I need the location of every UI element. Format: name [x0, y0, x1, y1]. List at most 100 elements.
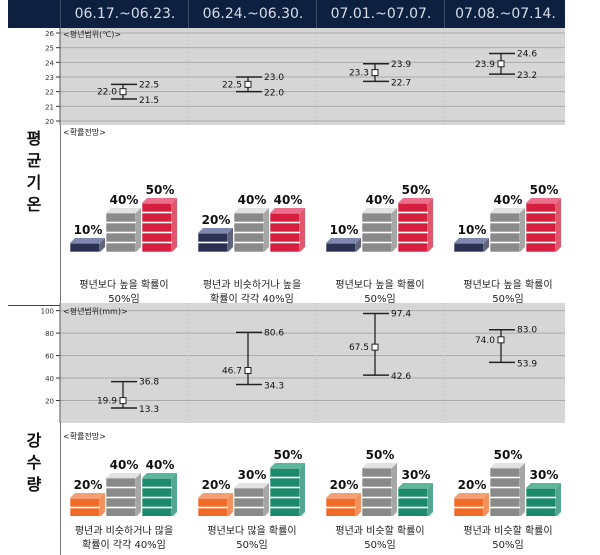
mean-marker: [244, 80, 252, 88]
percent-label: 40%: [274, 193, 303, 207]
percent-label: 30%: [238, 468, 267, 482]
mean-marker: [371, 343, 379, 351]
normal-block: [233, 222, 265, 233]
normal-block: [361, 212, 393, 223]
percent-label: 30%: [402, 468, 431, 482]
upper-label: 23.9: [391, 60, 411, 70]
lower-label: 22.7: [391, 78, 411, 88]
above-top: [142, 198, 177, 203]
normal-top: [490, 463, 525, 468]
temperature-desc-2: 평년과 비슷하거나 높을 확률이 각각 40%임: [202, 280, 302, 305]
above-top: [398, 483, 433, 488]
percent-label: 40%: [238, 193, 267, 207]
normal-block: [233, 212, 265, 223]
y-tick-label: 80: [45, 330, 54, 338]
below-side: [356, 493, 361, 516]
percent-label: 50%: [146, 183, 175, 197]
above-block: [397, 507, 429, 516]
upper-label: 22.5: [139, 80, 159, 90]
normal-block: [489, 487, 521, 498]
mean-label: 22.0: [97, 88, 117, 98]
above-block: [141, 222, 173, 233]
below-top: [326, 238, 361, 243]
above-block: [397, 212, 429, 223]
normal-block: [361, 467, 393, 478]
below-block: [197, 232, 229, 243]
mean-marker: [244, 367, 252, 375]
period-1: 06.17.~06.23.: [60, 0, 189, 28]
below-side: [484, 493, 489, 516]
normal-top: [234, 483, 269, 488]
above-block: [269, 507, 301, 516]
precipitation-range-chart: 20 40 60 80 100 19.9 36.8 13.3 46.7 80.6 34.3 67.5 9…: [41, 303, 565, 423]
above-block: [525, 202, 557, 213]
above-block: [525, 497, 557, 508]
precipitation-prob-chart: 20% 40% 40% 20% 30% 50% 20% 50% 30% 20% 50% 30%: [69, 448, 561, 516]
y-tick-label: 25: [45, 45, 54, 53]
below-block: [197, 497, 229, 508]
below-block: [453, 507, 485, 516]
normal-block: [361, 222, 393, 233]
percent-label: 40%: [110, 458, 139, 472]
normal-block: [489, 242, 521, 253]
above-block: [269, 477, 301, 488]
above-top: [270, 208, 305, 213]
precipitation-desc-3: 평년과 비슷할 확률이 50%임: [335, 526, 425, 551]
above-block: [525, 222, 557, 233]
y-tick-label: 24: [45, 59, 54, 67]
above-block: [269, 242, 301, 253]
upper-label: 97.4: [391, 310, 411, 320]
above-block: [141, 212, 173, 223]
y-tick-label: 60: [45, 353, 54, 361]
below-side: [228, 228, 233, 252]
below-block: [453, 497, 485, 508]
normal-side: [136, 208, 141, 252]
normal-top: [362, 463, 397, 468]
normal-block: [361, 477, 393, 488]
below-top: [454, 493, 489, 498]
lower-label: 22.0: [264, 89, 284, 99]
percent-label: 20%: [458, 478, 487, 492]
below-top: [454, 238, 489, 243]
mean-label: 23.3: [349, 69, 369, 79]
normal-block: [105, 212, 137, 223]
below-top: [198, 493, 233, 498]
precipitation-range-label: <평년범위(mm)>: [63, 307, 128, 316]
above-top: [526, 483, 561, 488]
y-tick-label: 23: [45, 74, 54, 82]
above-block: [141, 487, 173, 498]
above-side: [300, 463, 305, 516]
y-tick-label: 20: [45, 118, 54, 125]
period-2: 06.24.~06.30.: [188, 0, 317, 28]
below-block: [325, 507, 357, 516]
temperature-prob-chart: 10% 40% 50% 20% 40% 40% 10% 40% 50% 10% 40% 50%: [69, 183, 561, 253]
below-block: [69, 242, 101, 253]
above-side: [556, 198, 561, 252]
above-side: [556, 483, 561, 516]
normal-block: [489, 467, 521, 478]
above-block: [269, 467, 301, 478]
below-block: [453, 242, 485, 253]
normal-block: [233, 497, 265, 508]
precipitation-label: 강수량: [26, 431, 42, 494]
below-block: [197, 507, 229, 516]
below-block: [325, 242, 357, 253]
above-block: [397, 232, 429, 243]
mean-marker: [119, 88, 127, 96]
precipitation-desc-4: 평년과 비슷할 확률이 50%임: [463, 526, 553, 551]
above-side: [172, 198, 177, 252]
above-block: [269, 222, 301, 233]
upper-label: 83.0: [517, 326, 537, 336]
above-block: [141, 507, 173, 516]
normal-top: [106, 208, 141, 213]
below-block: [325, 497, 357, 508]
above-block: [269, 487, 301, 498]
percent-label: 10%: [74, 223, 103, 237]
below-top: [70, 493, 105, 498]
lower-label: 23.2: [517, 71, 537, 81]
mean-marker: [497, 336, 505, 344]
below-top: [198, 228, 233, 233]
below-side: [100, 493, 105, 516]
below-side: [100, 238, 105, 252]
percent-label: 10%: [458, 223, 487, 237]
